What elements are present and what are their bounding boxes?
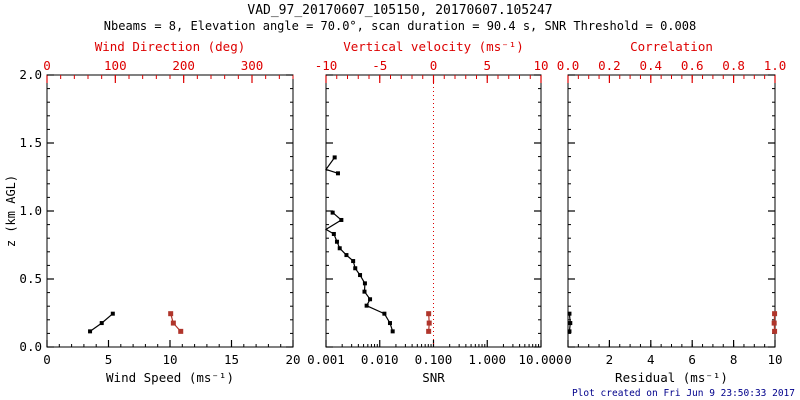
snr-profile-point xyxy=(332,155,337,160)
snr-profile-point xyxy=(364,303,369,308)
bottom-tick-label: 15 xyxy=(224,352,239,367)
wind-direction-series xyxy=(168,311,184,334)
correlation-point xyxy=(772,328,778,334)
residual-point xyxy=(567,311,572,316)
panel-wind: 0 5 10 15 20 Wind Speed (ms⁻¹) 0 100 200 300 Wind … xyxy=(19,39,300,385)
bottom-tick-label: 8 xyxy=(730,352,738,367)
top-tick-label: 0.0 xyxy=(557,58,580,73)
top-tick-label: 1.0 xyxy=(764,58,787,73)
y-tick-label: 1.0 xyxy=(19,203,42,218)
top-axis-title: Vertical velocity (ms⁻¹) xyxy=(343,39,524,54)
wind-speed-point xyxy=(110,311,115,316)
panel-frame xyxy=(46,74,294,348)
vertical-velocity-point xyxy=(426,328,432,334)
bottom-tick-label: 0 xyxy=(564,352,572,367)
snr-profile-point xyxy=(330,210,335,215)
top-tick-label: 0 xyxy=(43,58,51,73)
correlation-series xyxy=(771,311,778,334)
vertical-velocity-series xyxy=(426,311,432,334)
bottom-tick-label: 10.000 xyxy=(518,352,563,367)
snr-profile-point xyxy=(331,231,336,236)
correlation-point xyxy=(772,311,778,317)
bottom-axis-title: Wind Speed (ms⁻¹) xyxy=(106,370,234,385)
bottom-tick-label: 0.010 xyxy=(361,352,399,367)
wind-speed-point xyxy=(88,329,93,334)
wind-direction-point xyxy=(178,328,184,334)
top-tick-label: 0.6 xyxy=(681,58,704,73)
bottom-tick-label: 5 xyxy=(105,352,113,367)
wind-direction-point xyxy=(168,311,174,317)
snr-profile-point xyxy=(334,239,339,244)
residual-series xyxy=(567,311,573,334)
plot-timestamp: Plot created on Fri Jun 9 23:50:33 2017 xyxy=(571,388,795,399)
panel-frame xyxy=(567,74,776,348)
bottom-tick-label: 4 xyxy=(647,352,655,367)
residual-point xyxy=(567,329,572,334)
y-tick-label: 0.0 xyxy=(19,339,42,354)
top-tick-label: 100 xyxy=(104,58,127,73)
snr-profile-point xyxy=(368,297,373,302)
wind-speed-series xyxy=(88,311,115,334)
snr-profile-point xyxy=(390,329,395,334)
bottom-tick-label: 2 xyxy=(606,352,614,367)
top-tick-label: 5 xyxy=(483,58,491,73)
top-tick-label: 200 xyxy=(172,58,195,73)
top-tick-label: 0.8 xyxy=(722,58,745,73)
panel-snr: 0.001 0.010 0.100 1.000 10.000 SNR -10 -5 0 5 10 Ve… xyxy=(307,39,563,385)
snr-profile-point xyxy=(337,246,342,251)
vertical-velocity-point xyxy=(426,311,432,317)
y-tick-label: 0.5 xyxy=(19,271,42,286)
bottom-tick-label: 0.100 xyxy=(415,352,453,367)
top-tick-label: 10 xyxy=(533,58,548,73)
top-axis-title: Wind Direction (deg) xyxy=(95,39,246,54)
top-tick-label: 300 xyxy=(241,58,264,73)
plot-subtitle: Nbeams = 8, Elevation angle = 70.0°, sca… xyxy=(103,19,697,33)
vertical-velocity-point xyxy=(426,320,432,326)
bottom-tick-label: 1.000 xyxy=(468,352,506,367)
y-tick-label: 2.0 xyxy=(19,67,42,82)
correlation-point xyxy=(771,320,777,326)
plot-title: VAD_97_20170607_105150, 20170607.105247 xyxy=(247,3,553,18)
bottom-tick-label: 0 xyxy=(43,352,51,367)
y-tick-label: 1.5 xyxy=(19,135,42,150)
wind-speed-point xyxy=(99,321,104,326)
snr-profile-point xyxy=(335,171,340,176)
snr-profile-point xyxy=(351,259,356,264)
bottom-axis-title: SNR xyxy=(422,370,445,385)
snr-profile-series xyxy=(324,155,395,334)
bottom-tick-label: 10 xyxy=(767,352,782,367)
top-tick-label: 0.4 xyxy=(640,58,663,73)
snr-profile-point xyxy=(339,217,344,222)
snr-profile-point xyxy=(358,273,363,278)
snr-profile-point xyxy=(353,266,358,271)
residual-point xyxy=(568,321,573,326)
wind-direction-point xyxy=(170,320,176,326)
bottom-tick-label: 6 xyxy=(688,352,696,367)
top-tick-label: 0 xyxy=(430,58,438,73)
panel-residual: 0 2 4 6 8 10 Residual (ms⁻¹) 0.0 0.2 0.4 0.6 0.8 1.0… xyxy=(557,39,787,385)
top-tick-label: -5 xyxy=(372,58,387,73)
snr-profile-point xyxy=(344,253,349,258)
bottom-axis-title: Residual (ms⁻¹) xyxy=(615,370,728,385)
top-tick-label: 0.2 xyxy=(598,58,621,73)
snr-profile-point xyxy=(387,321,392,326)
bottom-tick-label: 10 xyxy=(162,352,177,367)
bottom-tick-label: 0.001 xyxy=(307,352,345,367)
snr-profile-point xyxy=(362,289,367,294)
top-tick-label: -10 xyxy=(315,58,338,73)
bottom-tick-label: 20 xyxy=(285,352,300,367)
snr-profile-point xyxy=(362,281,367,286)
snr-profile-point xyxy=(382,311,387,316)
top-axis-title: Correlation xyxy=(630,39,713,54)
